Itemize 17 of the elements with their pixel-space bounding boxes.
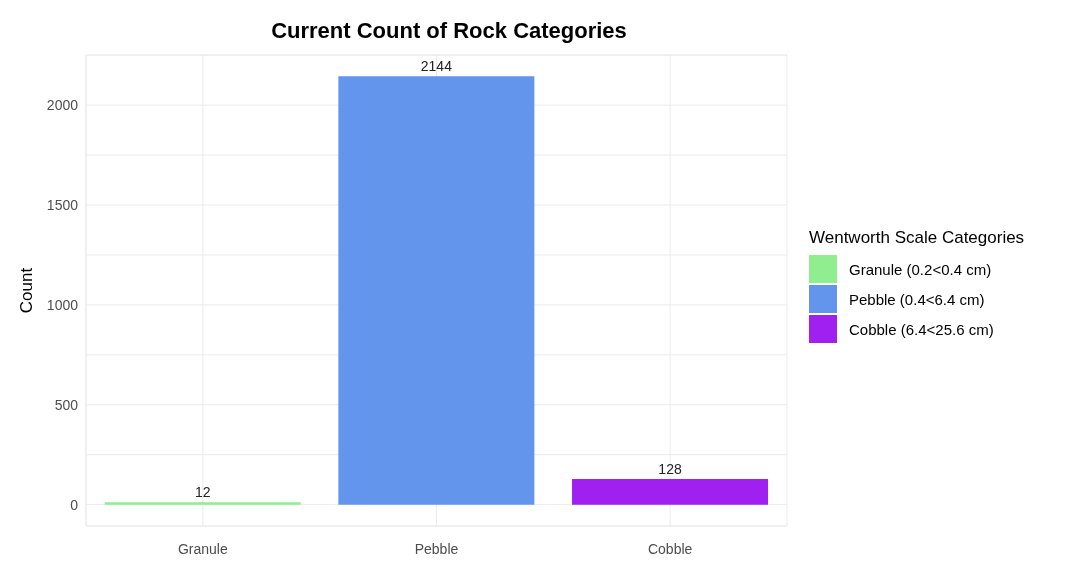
x-tick-label: Pebble [414,540,459,557]
data-label: 128 [658,461,682,478]
data-label: 12 [194,484,211,501]
y-tick-label: 1000 [46,296,79,313]
legend-label: Pebble (0.4<6.4 cm) [849,290,985,308]
y-tick-label: 2000 [46,97,79,114]
y-tick-label: 500 [54,396,79,413]
y-axis-title: Count [17,267,37,314]
legend-title: Wentworth Scale Categories [809,228,1026,248]
x-tick-label: Cobble [647,540,693,557]
legend-label: Granule (0.2<0.4 cm) [849,260,992,278]
data-label: 2144 [420,58,453,75]
x-tick-label: Granule [177,540,228,557]
legend-label: Cobble (6.4<25.6 cm) [849,320,994,338]
y-tick-label: 1500 [46,196,79,213]
chart-title: Current Count of Rock Categories [270,18,628,44]
y-tick-label: 0 [70,496,79,513]
